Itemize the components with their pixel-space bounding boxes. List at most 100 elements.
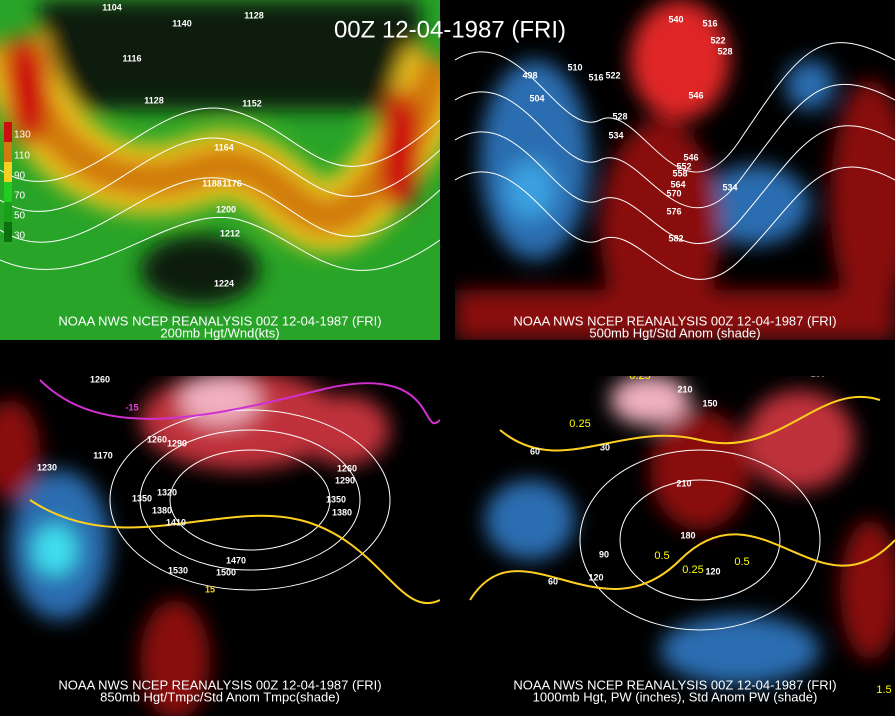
caption: NOAA NWS NCEP REANALYSIS 00Z 12-04-1987 … <box>58 677 381 692</box>
contour-label: 552 <box>676 161 691 171</box>
contour-label: 210 <box>677 384 692 394</box>
anomaly-shading <box>0 376 390 716</box>
contour-label: 1500 <box>216 567 236 577</box>
contour <box>455 125 895 245</box>
contour-label: 558 <box>672 168 687 178</box>
calm-region <box>140 235 260 305</box>
wind-shading <box>0 0 440 305</box>
positive-anomaly <box>140 600 210 716</box>
positive-anomaly <box>840 520 895 660</box>
contour-label: 180 <box>680 530 695 540</box>
legend-label: 110 <box>14 151 30 162</box>
contour-label: 1260 <box>90 374 110 384</box>
positive-anomaly <box>745 390 855 490</box>
contour-label: 1290 <box>167 438 187 448</box>
contour-label: 1470 <box>226 555 246 565</box>
contour-label: 1260 <box>147 434 167 444</box>
jet-core <box>6 35 50 145</box>
contour-label: 150 <box>702 398 717 408</box>
positive-anomaly <box>650 410 750 530</box>
contour-label: 546 <box>683 152 698 162</box>
negative-anomaly <box>660 615 820 685</box>
contour-label: 120 <box>588 572 603 582</box>
contour <box>455 166 895 280</box>
isotherm-label: -15 <box>125 402 138 412</box>
contour-label: 1152 <box>242 98 262 108</box>
contour-label: 1530 <box>168 565 188 575</box>
contour-label: 528 <box>717 46 732 56</box>
subcaption: 500mb Hgt/Std Anom (shade) <box>589 325 760 340</box>
subcaption: 200mb Hgt/Wnd(kts) <box>160 325 279 340</box>
pw-label: 0.5 <box>654 550 669 562</box>
negative-anomaly <box>480 60 590 260</box>
contour-label: 582 <box>668 233 683 243</box>
pw-label: 0.25 <box>682 564 703 576</box>
negative-anomaly <box>785 60 835 110</box>
subcaption: 850mb Hgt/Tmpc/Std Anom Tmpc(shade) <box>100 689 340 704</box>
contour-label: 1380 <box>152 505 172 515</box>
contour-label: 546 <box>688 90 703 100</box>
positive-anomaly <box>610 376 690 425</box>
legend-label: 90 <box>14 171 26 182</box>
legend-label: 50 <box>14 211 26 222</box>
contour-label: 1230 <box>37 462 57 472</box>
contour-label: 1104 <box>102 2 122 12</box>
negative-anomaly <box>485 480 575 560</box>
contour-label: 1224 <box>214 278 234 288</box>
contour-label: 1176 <box>222 178 242 188</box>
contour-label: 90 <box>570 366 580 376</box>
contour-label: 1350 <box>132 493 152 503</box>
contour <box>579 449 821 631</box>
contour <box>0 137 440 213</box>
caption: NOAA NWS NCEP REANALYSIS 00Z 12-04-1987 … <box>513 313 836 328</box>
contour-label: 210 <box>676 478 691 488</box>
contour-label: 60 <box>530 446 540 456</box>
contour-label: 528 <box>612 111 627 121</box>
contour-label: 576 <box>666 206 681 216</box>
contour-label: 1350 <box>326 494 346 504</box>
anomaly-shading <box>455 0 895 340</box>
contour-label: 120 <box>705 566 720 576</box>
contour-label: 1140 <box>172 18 192 28</box>
pw-label: 0.5 <box>734 556 749 568</box>
panel-500mb: 498 504 510 516 522 528 534 540 516 522 … <box>455 0 895 340</box>
contour-label: 1212 <box>220 228 240 238</box>
contour-label: 1128 <box>144 95 164 105</box>
legend-swatch <box>4 202 12 222</box>
isotherm-label: -30 <box>248 366 261 376</box>
contour <box>0 216 440 271</box>
caption: NOAA NWS NCEP REANALYSIS 00Z 12-04-1987 … <box>513 677 836 692</box>
contour-label: 1200 <box>216 204 236 214</box>
contour-label: 516 <box>702 18 717 28</box>
calm-region <box>40 0 420 110</box>
isotherm-label: 15 <box>205 584 215 594</box>
positive-anomaly <box>300 395 390 465</box>
pw-label: 0.25 <box>629 370 650 382</box>
pw-contour <box>469 533 895 601</box>
contour-label: 1290 <box>335 475 355 485</box>
negative-anomaly <box>700 165 810 245</box>
pw-label: 1.5 <box>876 684 891 696</box>
contour-label: 510 <box>567 62 582 72</box>
contour-label: 534 <box>722 182 737 192</box>
subcaption: 1000mb Hgt, PW (inches), Std Anom PW (sh… <box>533 689 818 704</box>
contour <box>0 177 440 243</box>
contour-label: 1320 <box>157 487 177 497</box>
main-title: 00Z 12-04-1987 (FRI) <box>334 16 566 43</box>
pw-label: 0.25 <box>569 418 590 430</box>
legend-label: 30 <box>14 231 26 242</box>
contour-label: 240 <box>689 366 704 376</box>
contour-label: 30 <box>600 442 610 452</box>
contour-label: 534 <box>608 130 623 140</box>
legend-swatch <box>4 122 12 142</box>
contour-label: 570 <box>666 188 681 198</box>
contour-label: 1380 <box>332 507 352 517</box>
contour <box>455 42 895 173</box>
legend-swatch <box>4 222 12 242</box>
contour-label: 522 <box>605 70 620 80</box>
legend-swatch <box>4 142 12 162</box>
isotherm <box>39 379 440 425</box>
legend-label: 70 <box>14 191 26 202</box>
negative-anomaly <box>33 525 77 575</box>
positive-anomaly <box>455 290 895 340</box>
